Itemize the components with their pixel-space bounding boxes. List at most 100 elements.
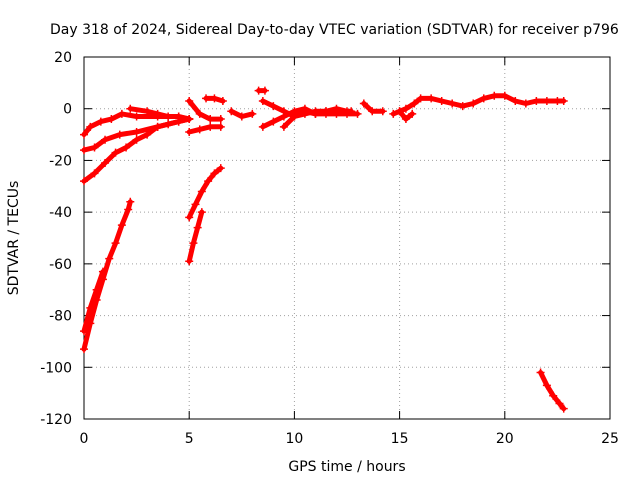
- data-point: [126, 104, 135, 113]
- series-arc-19: [395, 107, 417, 124]
- series-arc-7: [185, 122, 225, 136]
- data-point: [347, 107, 356, 116]
- data-point: [90, 169, 99, 178]
- data-point: [185, 127, 194, 136]
- data-point: [101, 135, 110, 144]
- data-point: [117, 221, 126, 230]
- series-arc-8: [185, 164, 225, 222]
- series-trace: [361, 101, 386, 114]
- data-point: [279, 107, 288, 116]
- data-point: [185, 213, 194, 222]
- y-axis-label: SDTVAR / TECUs: [6, 181, 22, 296]
- data-point: [216, 115, 225, 124]
- series-trace: [186, 124, 224, 135]
- data-point: [126, 197, 135, 206]
- y-tick-label: 20: [54, 50, 72, 66]
- data-point: [300, 107, 309, 116]
- data-point: [143, 107, 152, 116]
- data-point: [500, 91, 509, 100]
- data-point: [197, 208, 206, 217]
- data-point: [321, 107, 330, 116]
- series-arc-10: [185, 96, 225, 124]
- data-point: [92, 285, 101, 294]
- data-point: [90, 143, 99, 152]
- data-point: [206, 115, 215, 124]
- data-point: [401, 104, 410, 113]
- data-point: [458, 102, 467, 111]
- series-arc-4: [80, 197, 135, 354]
- series-trace: [81, 269, 106, 334]
- data-point: [132, 112, 141, 121]
- series-arc-17: [359, 99, 387, 116]
- chart-title: Day 318 of 2024, Sidereal Day-to-day VTE…: [50, 22, 619, 38]
- x-tick-label: 25: [601, 431, 619, 447]
- data-point: [559, 404, 568, 413]
- data-point: [124, 205, 133, 214]
- data-point: [107, 115, 116, 124]
- series-trace: [186, 209, 205, 264]
- data-point: [132, 135, 141, 144]
- data-point: [202, 94, 211, 103]
- data-point: [164, 120, 173, 129]
- data-point: [549, 391, 558, 400]
- data-point: [185, 115, 194, 124]
- data-point: [258, 96, 267, 105]
- data-point: [218, 96, 227, 105]
- data-point: [332, 107, 341, 116]
- data-point: [401, 115, 410, 124]
- data-point: [111, 148, 120, 157]
- data-point: [427, 94, 436, 103]
- data-point: [269, 117, 278, 126]
- data-point: [86, 122, 95, 131]
- data-point: [479, 94, 488, 103]
- y-tick-label: -60: [49, 257, 72, 273]
- data-point: [80, 130, 88, 139]
- series-arc-6: [126, 104, 194, 124]
- y-tick-labels: -120 -100 -80 -60 -40 -20 0 20: [40, 50, 72, 428]
- x-axis-label: GPS time / hours: [288, 459, 405, 475]
- data-point: [80, 146, 88, 155]
- data-point: [521, 99, 530, 108]
- data-point: [96, 117, 105, 126]
- data-point: [210, 94, 219, 103]
- series-trace: [186, 165, 224, 220]
- data-point: [132, 127, 141, 136]
- data-point: [490, 91, 499, 100]
- series-arc-13: [254, 86, 269, 95]
- x-tick-label: 10: [285, 431, 303, 447]
- data-point: [80, 345, 88, 354]
- data-point: [164, 112, 173, 121]
- y-tick-label: -100: [40, 360, 72, 376]
- data-point: [193, 223, 202, 232]
- data-point: [290, 112, 299, 121]
- data-point: [80, 177, 88, 186]
- y-tick-label: -80: [49, 309, 72, 325]
- data-point: [448, 99, 457, 108]
- data-point: [197, 187, 206, 196]
- series-arc-9: [185, 208, 206, 266]
- data-point: [98, 267, 107, 276]
- data-point: [555, 399, 564, 408]
- data-point: [191, 200, 200, 209]
- y-tick-label: 0: [63, 102, 72, 118]
- data-point: [80, 327, 88, 336]
- data-point: [368, 107, 377, 116]
- data-point: [185, 96, 194, 105]
- data-point: [408, 109, 417, 118]
- data-point: [511, 96, 520, 105]
- data-point: [206, 122, 215, 131]
- data-point: [111, 239, 120, 248]
- data-point: [115, 130, 124, 139]
- data-point: [559, 96, 568, 105]
- data-point: [311, 109, 320, 118]
- data-point: [143, 130, 152, 139]
- data-point: [105, 254, 114, 263]
- x-tick-labels: 0 5 10 15 20 25: [80, 431, 619, 447]
- data-point: [153, 122, 162, 131]
- series-arc-3: [80, 115, 194, 186]
- data-point: [216, 122, 225, 131]
- data-point: [353, 109, 362, 118]
- data-point: [260, 86, 269, 95]
- data-point: [258, 122, 267, 131]
